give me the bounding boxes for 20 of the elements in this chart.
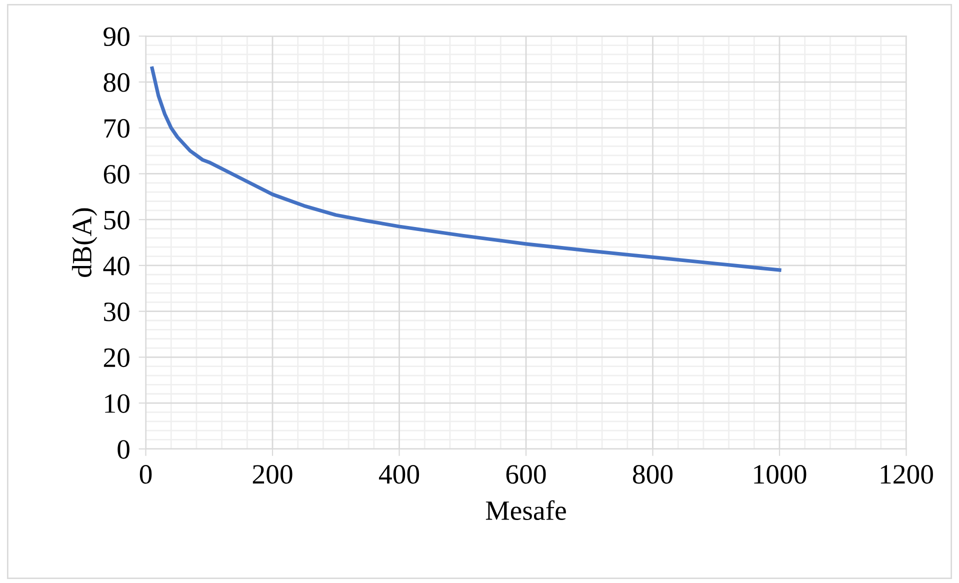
y-tick-label: 30 <box>104 302 130 322</box>
line-series <box>150 66 782 272</box>
y-tick-label: 60 <box>104 164 130 184</box>
x-tick-label: 0 <box>140 464 152 484</box>
x-tick-label: 800 <box>632 464 673 484</box>
y-tick-label: 50 <box>104 210 130 230</box>
x-tick-label: 600 <box>506 464 546 484</box>
x-axis-title: Mesafe <box>486 500 566 520</box>
y-tick-label: 70 <box>104 119 130 138</box>
y-tick-label: 20 <box>104 348 130 368</box>
y-tick-label: 0 <box>118 440 130 459</box>
x-tick-label: 200 <box>252 464 292 484</box>
x-tick-label: 400 <box>378 464 420 484</box>
x-tick-label: 1000 <box>754 464 806 484</box>
y-axis-title: dB(A) <box>72 208 98 278</box>
y-tick-label: 40 <box>103 256 130 276</box>
y-tick-label: 90 <box>104 27 130 46</box>
y-tick-label: 10 <box>105 394 130 413</box>
x-tick-label: 1200 <box>880 464 933 484</box>
y-tick-label: 80 <box>104 73 130 92</box>
